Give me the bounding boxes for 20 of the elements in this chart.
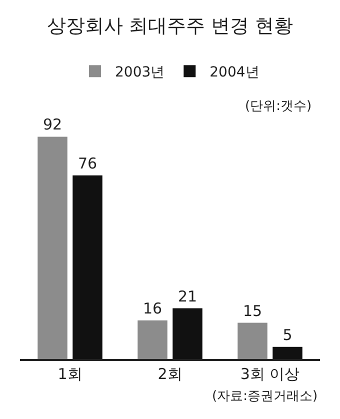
x-tick-label: 2회 [158,364,182,383]
data-label: 92 [42,116,62,134]
x-tick-label: 3회 이상 [240,364,300,383]
bar [238,322,268,359]
legend-label: 2004년 [210,64,260,81]
bar [272,346,302,359]
data-label: 21 [178,287,198,306]
text: (자료:증권거래소) [212,389,318,404]
data-label: 76 [78,154,98,172]
data-label: 15 [242,302,262,320]
legend-label: 2003년 [115,64,165,81]
data-label: 5 [282,326,292,344]
x-tick-label: 1회 [58,364,82,383]
bar [172,308,202,359]
data-label: 16 [142,299,162,318]
bar [38,136,68,359]
text: (단위:갯수) [245,99,312,114]
bar [138,320,168,359]
chart-title: 상장회사 최대주주 변경 현황 [46,15,294,38]
bar [72,175,102,359]
